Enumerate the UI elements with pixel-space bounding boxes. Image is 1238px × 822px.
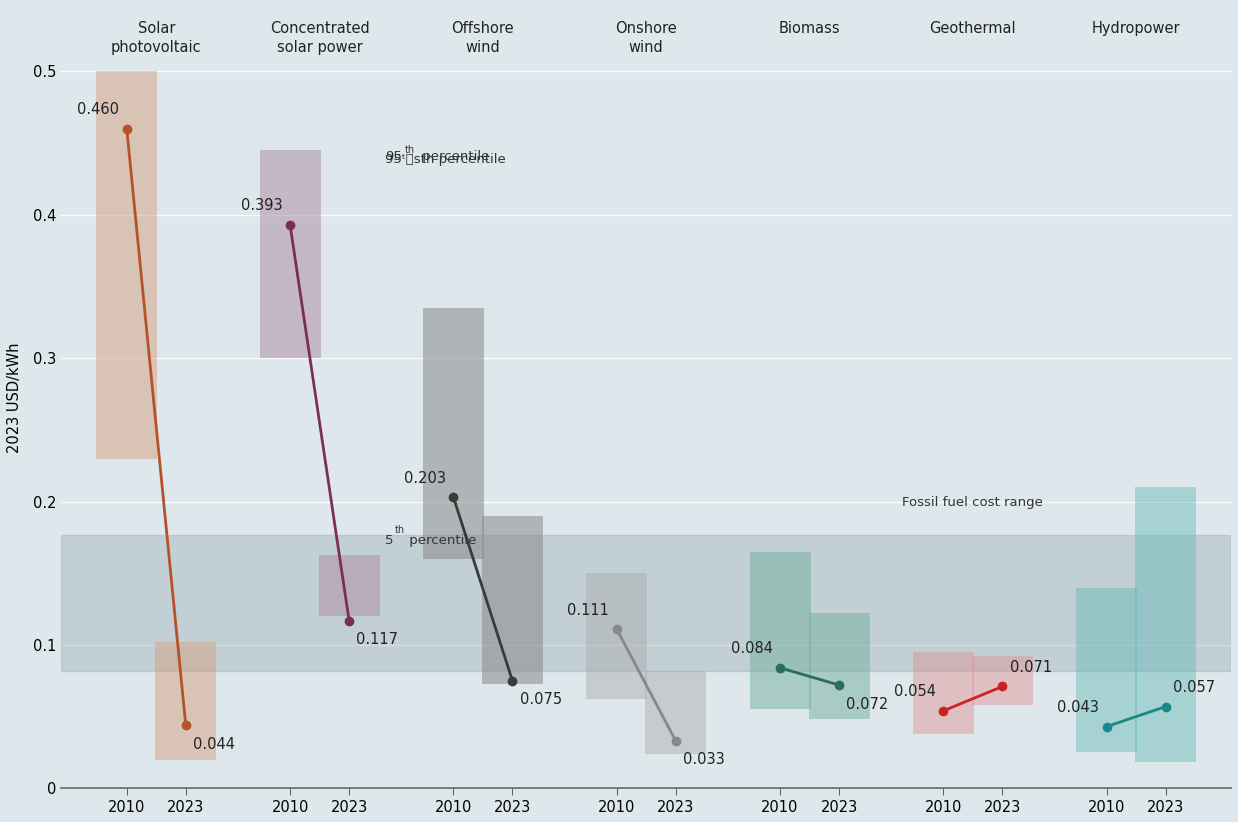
Bar bbox=[423, 308, 484, 559]
Text: 0.033: 0.033 bbox=[683, 752, 725, 768]
Text: Offshore
wind: Offshore wind bbox=[452, 21, 514, 55]
Bar bbox=[482, 516, 543, 684]
Text: 0.203: 0.203 bbox=[404, 471, 446, 486]
Text: 0.111: 0.111 bbox=[567, 603, 609, 617]
Text: 95: 95 bbox=[385, 150, 402, 164]
Bar bbox=[318, 555, 380, 616]
Text: 0.054: 0.054 bbox=[894, 685, 936, 700]
Text: percentile: percentile bbox=[417, 150, 489, 164]
Text: 0.117: 0.117 bbox=[357, 632, 399, 647]
Bar bbox=[808, 613, 869, 719]
Text: Solar
photovoltaic: Solar photovoltaic bbox=[111, 21, 202, 55]
Bar bbox=[97, 72, 157, 459]
Text: 0.075: 0.075 bbox=[520, 692, 562, 707]
Text: Hydropower: Hydropower bbox=[1092, 21, 1181, 36]
Text: 5: 5 bbox=[385, 534, 394, 547]
Y-axis label: 2023 USD/kWh: 2023 USD/kWh bbox=[7, 342, 22, 453]
Text: Geothermal: Geothermal bbox=[930, 21, 1016, 36]
Text: 0.084: 0.084 bbox=[730, 641, 773, 656]
Bar bbox=[645, 671, 707, 754]
Text: Onshore
wind: Onshore wind bbox=[615, 21, 677, 55]
Text: percentile: percentile bbox=[405, 534, 477, 547]
Text: 0.043: 0.043 bbox=[1057, 700, 1099, 715]
Bar bbox=[1076, 588, 1138, 752]
Text: Fossil fuel cost range: Fossil fuel cost range bbox=[903, 496, 1044, 509]
Text: 0.072: 0.072 bbox=[847, 696, 889, 712]
Text: Biomass: Biomass bbox=[779, 21, 841, 36]
Text: 0.071: 0.071 bbox=[1010, 660, 1052, 675]
Bar bbox=[260, 150, 321, 358]
Bar bbox=[972, 656, 1032, 705]
Text: th: th bbox=[405, 145, 415, 155]
Bar bbox=[1135, 487, 1196, 763]
Text: th: th bbox=[395, 524, 405, 534]
Bar bbox=[749, 552, 811, 709]
Text: 0.057: 0.057 bbox=[1174, 680, 1216, 695]
Bar bbox=[62, 534, 1231, 671]
Text: 0.044: 0.044 bbox=[193, 737, 235, 751]
Text: 0.393: 0.393 bbox=[241, 198, 282, 214]
Text: Concentrated
solar power: Concentrated solar power bbox=[270, 21, 369, 55]
Text: 0.460: 0.460 bbox=[77, 102, 119, 118]
Bar bbox=[912, 652, 974, 734]
Bar bbox=[586, 573, 647, 700]
Bar bbox=[155, 642, 217, 760]
Text: 95ᵗ˾sth percentile: 95ᵗ˾sth percentile bbox=[385, 153, 505, 166]
